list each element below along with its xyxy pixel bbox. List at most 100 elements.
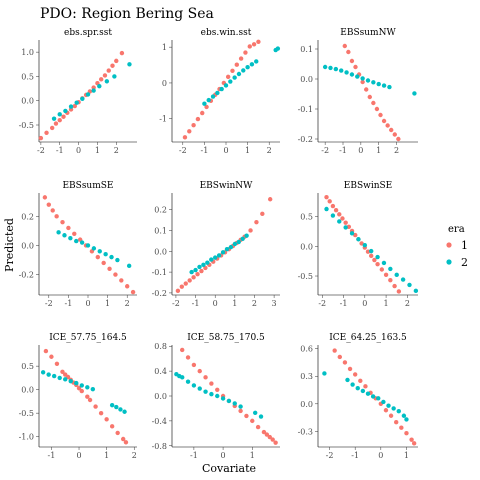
point-era-1 [85, 394, 90, 399]
x-tick-label: -1 [65, 299, 73, 308]
y-tick-label: -0.5 [298, 272, 313, 281]
point-era-2 [322, 64, 328, 70]
point-era-1 [183, 281, 188, 286]
point-era-2 [220, 396, 226, 401]
point-era-2 [376, 396, 381, 401]
point-era-2 [365, 78, 371, 83]
point-era-2 [396, 408, 401, 414]
x-tick-label: 1 [105, 299, 110, 308]
x-tick-label: -1 [56, 146, 64, 155]
point-era-1 [93, 404, 98, 409]
point-era-1 [43, 348, 49, 354]
point-era-2 [240, 236, 245, 241]
point-era-1 [60, 219, 65, 225]
point-era-1 [368, 253, 374, 259]
legend-key-era-1 [446, 242, 452, 248]
x-tick-label: 2 [405, 299, 410, 308]
point-era-2 [191, 383, 197, 388]
point-era-1 [38, 135, 44, 141]
y-tick-label: -0.2 [19, 271, 34, 280]
point-era-2 [180, 375, 185, 380]
point-era-1 [179, 284, 185, 289]
point-era-1 [327, 199, 332, 204]
point-era-1 [399, 425, 404, 430]
x-tick-label: -1 [201, 146, 209, 155]
x-axis-title: Covariate [202, 462, 256, 475]
panel-ebswinnw: EBSwinNW -2 -1 0 1 2 3 -0.2 -0.1 0.0 0.1 0.2 [152, 181, 280, 308]
y-tick-label: -0.1 [298, 105, 313, 114]
x-tick-label: 0 [76, 451, 81, 460]
point-era-1 [110, 63, 115, 68]
point-era-2 [381, 260, 387, 266]
point-era-2 [68, 104, 74, 109]
point-era-1 [130, 289, 136, 295]
x-tick-label: 1 [245, 146, 250, 155]
y-tick-label: -1.0 [19, 433, 34, 442]
y-tick-label: 0.1 [154, 226, 167, 235]
point-era-1 [66, 225, 71, 231]
point-era-2 [109, 402, 115, 408]
point-era-2 [219, 86, 224, 92]
point-era-2 [232, 75, 237, 80]
x-tick-label: -1 [192, 299, 200, 308]
y-tick-label: 0.3 [300, 372, 313, 381]
point-era-2 [241, 68, 246, 73]
point-era-1 [120, 436, 126, 442]
x-tick-label: -1 [340, 299, 348, 308]
point-era-1 [337, 212, 342, 217]
panel-title: ICE_57.75_164.5 [49, 333, 127, 343]
point-era-1 [411, 441, 417, 446]
legend-key-era-2 [446, 259, 452, 265]
point-era-1 [187, 278, 192, 283]
point-era-2 [249, 62, 255, 67]
point-era-2 [189, 269, 194, 275]
point-era-1 [113, 272, 118, 277]
point-era-2 [51, 373, 57, 379]
y-tick-label: 1.0 [21, 48, 34, 57]
y-tick-label: 0.0 [300, 242, 313, 251]
y-tick-label: 0.0 [21, 241, 34, 250]
panel-ebs-win-sst: ebs.win.sst -2 -1 0 1 2 -1 0 1 [159, 28, 281, 155]
point-era-1 [267, 434, 272, 440]
point-era-2 [201, 262, 206, 268]
legend-title: era [448, 224, 465, 235]
point-era-2 [370, 394, 376, 399]
point-era-1 [347, 366, 353, 372]
point-era-1 [115, 430, 120, 436]
panel-title: ICE_64.25_163.5 [329, 333, 407, 343]
legend: era 1 2 [446, 224, 468, 269]
y-tick-label: 0.1 [300, 45, 313, 54]
y-axis-title: Predicted [3, 218, 16, 272]
y-tick-label: -0.8 [152, 442, 167, 451]
point-era-1 [195, 271, 200, 277]
point-era-2 [365, 391, 371, 396]
point-era-2 [79, 383, 84, 388]
point-era-1 [53, 121, 59, 126]
point-era-1 [342, 360, 348, 365]
point-era-2 [74, 238, 79, 244]
point-era-1 [72, 231, 77, 236]
point-era-2 [407, 282, 412, 288]
point-era-1 [102, 73, 108, 78]
y-tick-label: -1 [159, 115, 167, 124]
legend-label-era-2: 2 [461, 256, 468, 269]
point-era-1 [260, 211, 265, 217]
point-era-1 [46, 202, 51, 207]
point-era-1 [378, 112, 383, 118]
point-era-2 [345, 377, 350, 383]
point-era-1 [109, 424, 115, 429]
point-era-2 [215, 90, 220, 96]
point-era-2 [122, 409, 127, 414]
point-era-1 [230, 68, 235, 73]
x-tick-label: 1 [404, 451, 409, 460]
point-era-2 [412, 91, 417, 96]
point-era-1 [72, 103, 78, 109]
point-era-1 [409, 437, 414, 442]
point-era-1 [61, 114, 66, 119]
y-tick-label: 0.0 [300, 400, 313, 409]
point-era-1 [60, 369, 65, 374]
y-tick-label: -0.2 [298, 135, 313, 144]
point-era-1 [76, 386, 82, 391]
point-era-2 [197, 264, 202, 270]
panel-ice-57-75-164-5: ICE_57.75_164.5 -1 0 1 2 -1.0 -0.5 0.0 0.5 [19, 333, 137, 460]
